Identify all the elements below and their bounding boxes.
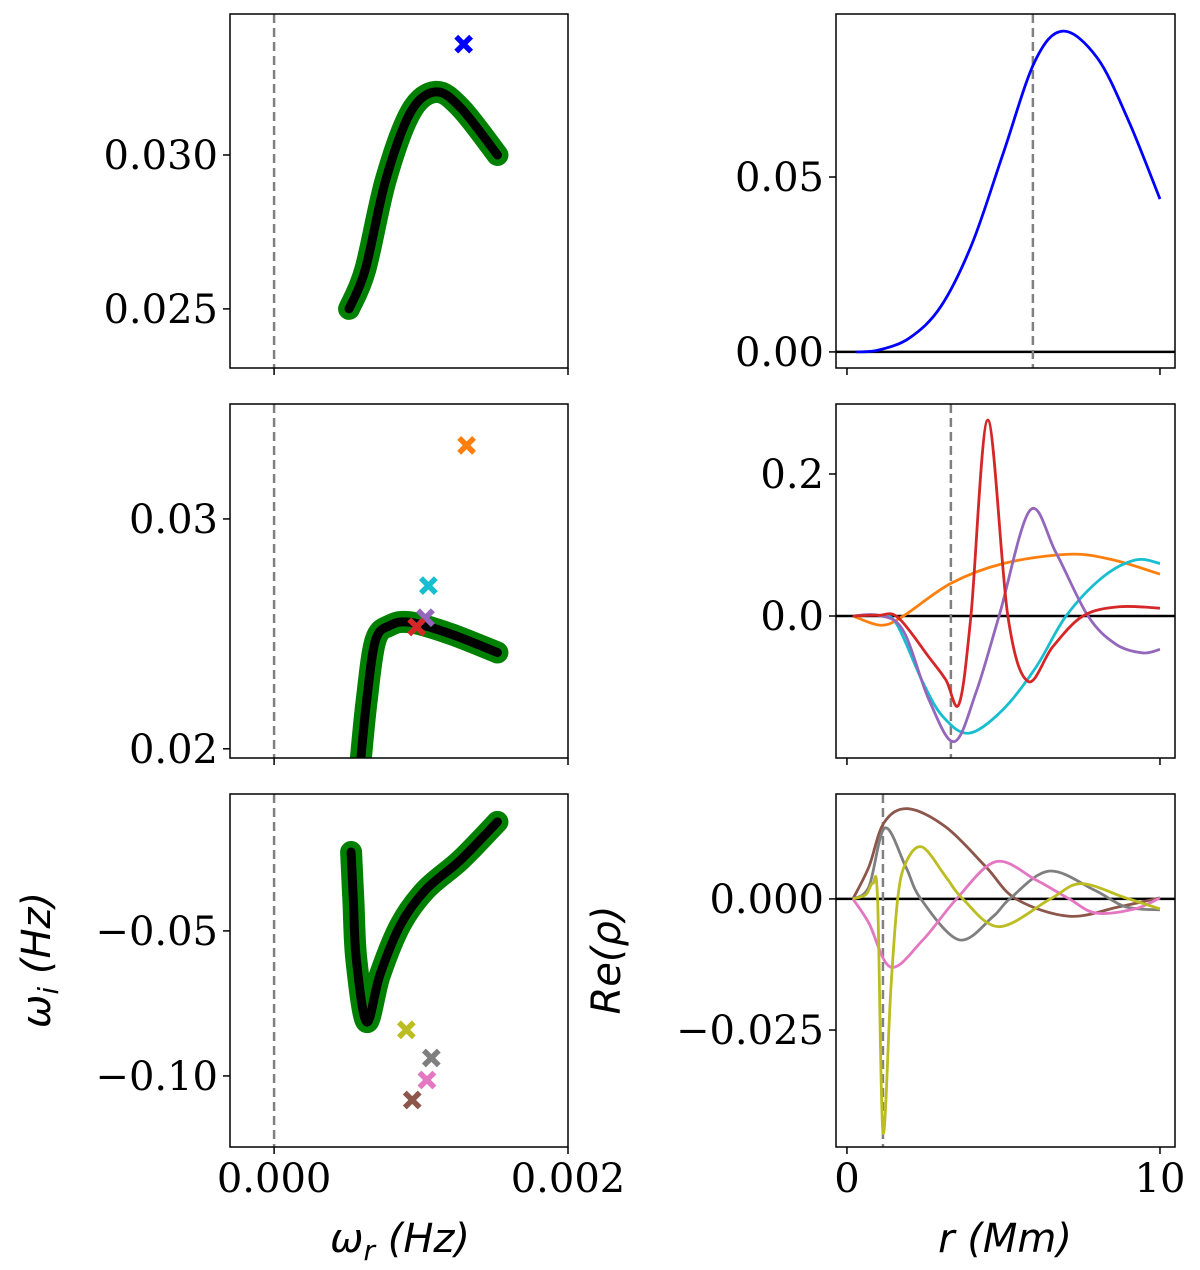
y-tick-label: 0.00 bbox=[735, 330, 824, 376]
y-tick-label: 0.025 bbox=[103, 287, 218, 333]
series-line-1 bbox=[852, 826, 1161, 942]
panel-bottom-left: 0.000 0.002 −0.10 −0.05 bbox=[95, 793, 626, 1202]
series-line-2 bbox=[852, 506, 1161, 744]
x-marker-0 bbox=[396, 1020, 416, 1040]
axis-labels: ωi (Hz) ωr (Hz) Re(ρ) r (Mm) bbox=[14, 892, 1072, 1267]
series-line-2 bbox=[851, 859, 1161, 969]
plot-area bbox=[836, 794, 1175, 1147]
x-marker-0 bbox=[454, 34, 474, 54]
axes-frame bbox=[835, 13, 1176, 369]
eigenvalue-track-inner bbox=[356, 617, 502, 758]
y-tick-label: −0.05 bbox=[95, 909, 218, 955]
plot-area bbox=[272, 14, 509, 368]
y-tick-label: 0.02 bbox=[129, 727, 218, 773]
x-marker-2 bbox=[417, 1070, 437, 1090]
axes-frame bbox=[229, 793, 569, 1148]
left-ylabel: ωi (Hz) bbox=[14, 892, 65, 1028]
plot-area bbox=[836, 404, 1175, 758]
x-marker-1 bbox=[421, 1048, 441, 1068]
x-tick-label: 10 bbox=[1135, 1156, 1186, 1202]
y-tick-label: 0.000 bbox=[709, 877, 824, 923]
eigenvalue-track-inner bbox=[344, 87, 502, 314]
axes-frame bbox=[229, 403, 569, 759]
panel-middle-right: 0.0 0.2 bbox=[760, 403, 1176, 765]
plot-area bbox=[836, 14, 1175, 368]
x-marker-3 bbox=[402, 1090, 422, 1110]
right-xlabel: r (Mm) bbox=[938, 1216, 1072, 1262]
panel-top-right: 0.00 0.05 bbox=[735, 13, 1176, 376]
plot-area bbox=[272, 794, 509, 1147]
panel-top-left: 0.025 0.030 bbox=[103, 13, 569, 375]
series-line-3 bbox=[852, 418, 1161, 708]
left-xlabel: ωr (Hz) bbox=[330, 1216, 470, 1267]
panel-middle-left: 0.02 0.03 bbox=[129, 403, 569, 773]
y-tick-label: 0.2 bbox=[760, 452, 824, 498]
eigenvalue-track-inner bbox=[346, 817, 502, 1027]
x-tick-label: 0.000 bbox=[217, 1156, 332, 1202]
axes-frame bbox=[229, 13, 569, 369]
x-marker-0 bbox=[457, 435, 476, 455]
x-marker-3 bbox=[407, 617, 427, 637]
axes-frame bbox=[835, 403, 1176, 759]
panel-bottom-right: 0 10 −0.025 0.000 bbox=[676, 793, 1186, 1202]
axes-frame bbox=[835, 793, 1176, 1148]
right-ylabel: Re(ρ) bbox=[584, 905, 630, 1014]
series-line-3 bbox=[852, 845, 1161, 1135]
y-tick-label: 0.0 bbox=[760, 594, 824, 640]
series-line-0 bbox=[856, 29, 1162, 354]
y-tick-label: 0.030 bbox=[103, 133, 218, 179]
y-tick-label: 0.05 bbox=[735, 155, 824, 201]
plot-area bbox=[272, 404, 509, 758]
series-line-0 bbox=[852, 552, 1161, 627]
y-tick-label: 0.03 bbox=[129, 497, 218, 543]
x-tick-label: 0.002 bbox=[511, 1156, 626, 1202]
x-marker-1 bbox=[419, 576, 438, 595]
y-tick-label: −0.10 bbox=[95, 1054, 218, 1100]
y-tick-label: −0.025 bbox=[676, 1008, 824, 1054]
x-tick-label: 0 bbox=[834, 1156, 859, 1202]
